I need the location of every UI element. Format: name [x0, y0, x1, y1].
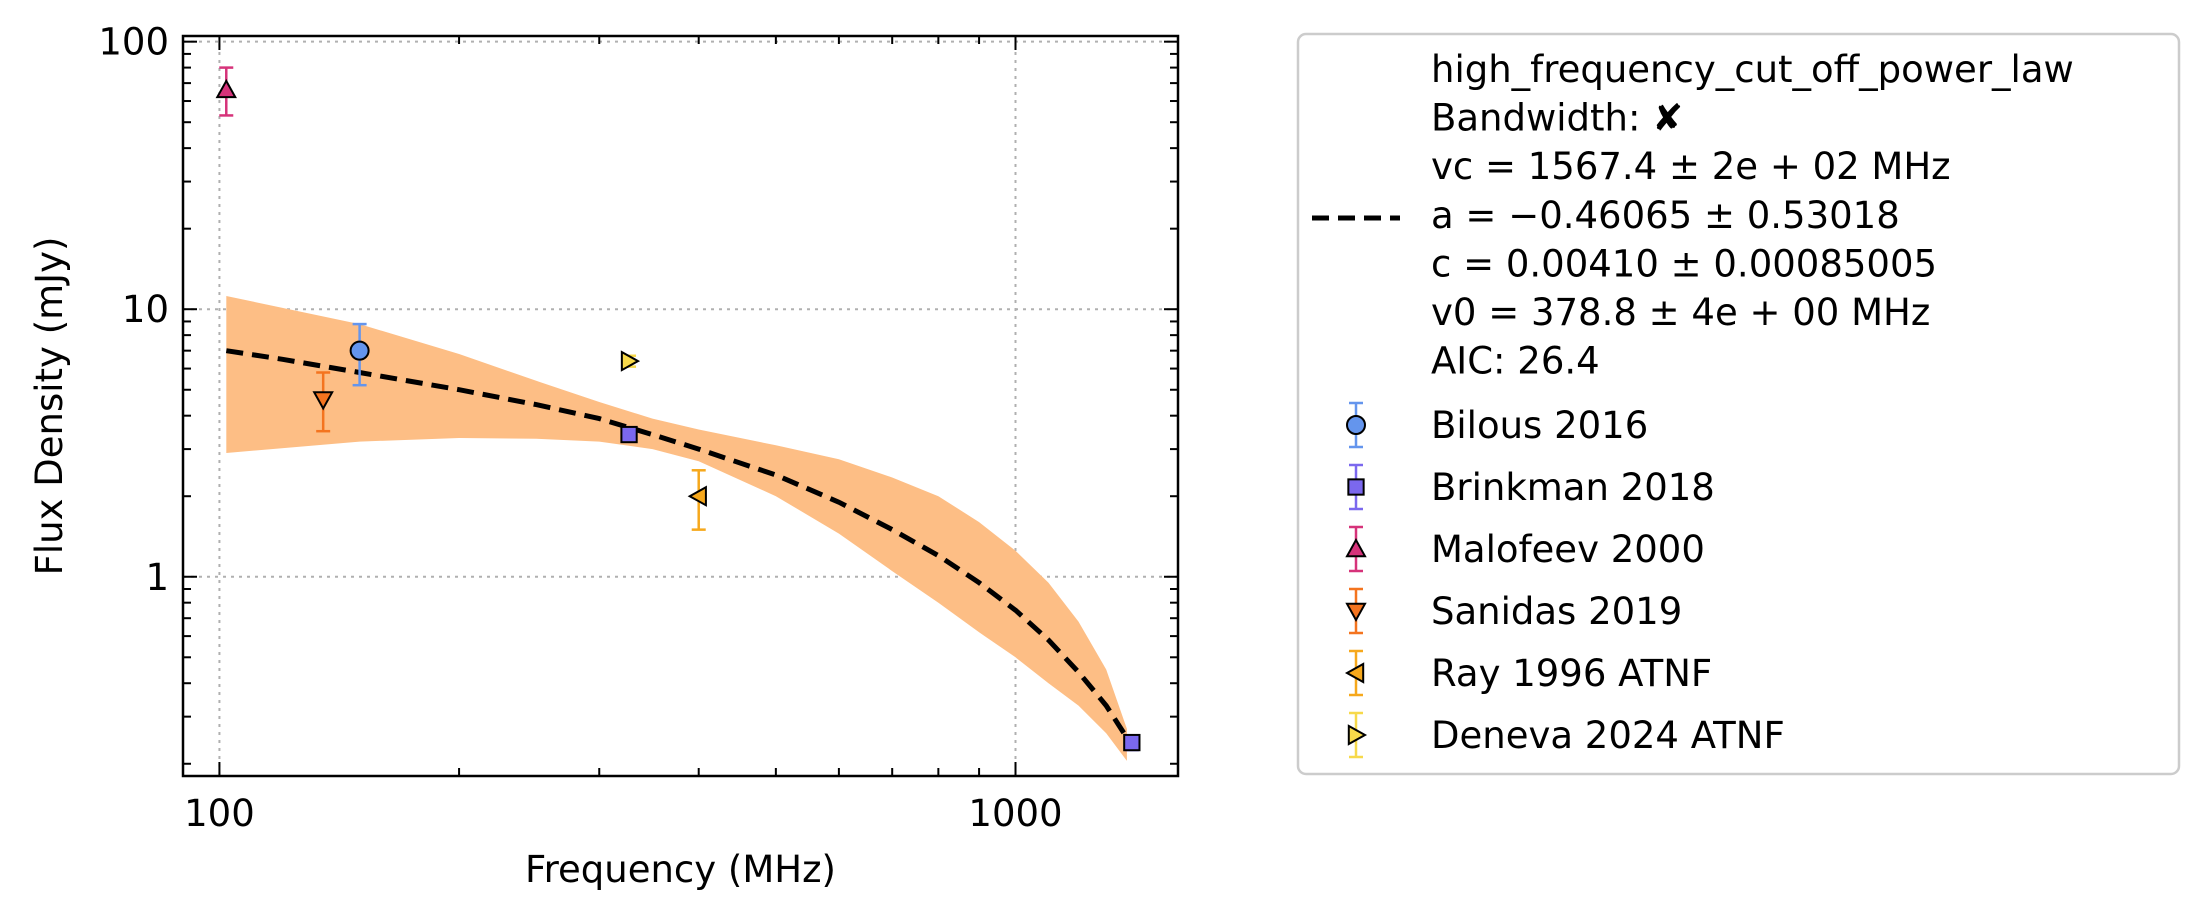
legend-fit-line: AIC: 26.4	[1431, 340, 1600, 383]
data-point-3-0	[312, 391, 334, 411]
legend-series-label: Malofeev 2000	[1431, 528, 1705, 571]
data-point-1-0	[620, 425, 638, 444]
legend-marker-4	[1344, 662, 1365, 684]
legend-series-label: Brinkman 2018	[1431, 466, 1715, 509]
legend-series-label: Deneva 2024 ATNF	[1431, 714, 1785, 757]
y-axis-label: Flux Density (mJy)	[28, 237, 71, 576]
legend-series-label: Ray 1996 ATNF	[1431, 652, 1712, 695]
fit-uncertainty-band	[226, 296, 1127, 761]
legend-marker-0	[1346, 415, 1366, 435]
plot-frame	[181, 34, 1180, 778]
plot-inner	[183, 36, 1178, 776]
x-tick-label: 100	[184, 792, 255, 835]
data-point-1-1	[1123, 733, 1141, 752]
legend-fit-line: c = 0.00410 ± 0.00085005	[1431, 242, 1937, 285]
legend-marker-3	[1345, 602, 1367, 623]
legend-marker-2	[1345, 537, 1367, 558]
legend: high_frequency_cut_off_power_law Bandwidt…	[1296, 32, 2181, 776]
legend-fit-line: a = −0.46065 ± 0.53018	[1431, 194, 1900, 237]
legend-box	[1296, 32, 2181, 776]
legend-marker-5	[1347, 724, 1368, 746]
legend-fit-line: vc = 1567.4 ± 2e + 02 MHz	[1431, 145, 1951, 188]
legend-fit-line: v0 = 378.8 ± 4e + 00 MHz	[1431, 291, 1930, 334]
data-point-4-0	[687, 485, 707, 507]
y-tick-label: 1	[145, 556, 169, 599]
axis-ticks	[182, 36, 1178, 776]
data-point-5-0	[620, 350, 641, 372]
data-point-0-0	[349, 340, 370, 361]
legend-marker-1	[1347, 478, 1365, 496]
legend-fit-line: Bandwidth: ✘	[1431, 97, 1683, 140]
legend-series-label: Sanidas 2019	[1431, 590, 1682, 633]
legend-fit-line: high_frequency_cut_off_power_law	[1431, 48, 2074, 91]
legend-series-label: Bilous 2016	[1431, 404, 1648, 447]
data-point-2-0	[215, 78, 237, 99]
y-tick-label: 100	[98, 21, 169, 64]
x-tick-label: 1000	[968, 792, 1062, 835]
fit-curve	[225, 348, 1130, 740]
y-tick-label: 10	[122, 288, 169, 331]
x-axis-label: Frequency (MHz)	[525, 848, 836, 891]
plot-area: 100 1000 1 10 100 Frequency (MHz) Flux Density…	[28, 21, 1180, 891]
